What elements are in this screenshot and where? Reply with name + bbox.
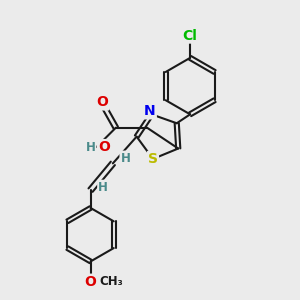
Text: O: O [97, 95, 108, 110]
Text: H: H [98, 181, 108, 194]
Text: H: H [85, 140, 95, 154]
Text: CH₃: CH₃ [99, 275, 123, 288]
Text: H: H [120, 152, 130, 164]
Text: O: O [85, 275, 97, 289]
Text: N: N [144, 104, 156, 118]
Text: Cl: Cl [183, 28, 198, 43]
Text: S: S [148, 152, 158, 166]
Text: O: O [98, 140, 110, 154]
